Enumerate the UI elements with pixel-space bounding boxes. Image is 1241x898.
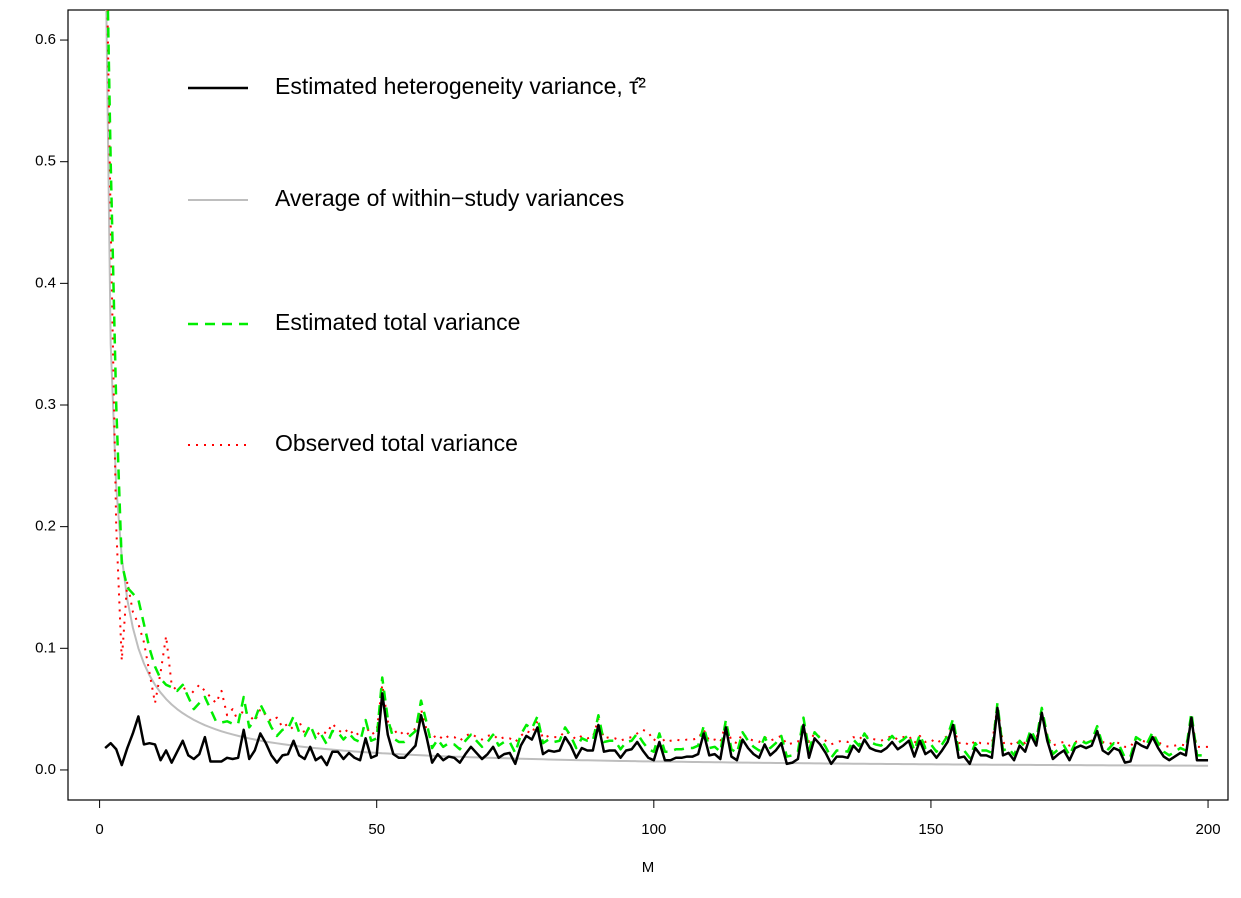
series-line — [105, 10, 1209, 767]
y-tick-label: 0.1 — [35, 639, 56, 656]
x-axis-label: M — [642, 859, 655, 876]
y-tick-label: 0.5 — [35, 153, 56, 170]
x-tick-label: 100 — [641, 821, 666, 838]
y-tick-label: 0.3 — [35, 396, 56, 413]
y-tick-label: 0.2 — [35, 518, 56, 535]
x-tick-label: 0 — [95, 821, 103, 838]
series-line — [106, 10, 1209, 760]
y-tick-label: 0.4 — [35, 274, 56, 291]
plot-frame — [67, 9, 1229, 801]
series-line — [106, 10, 1209, 748]
x-tick-label: 200 — [1196, 821, 1221, 838]
plot-lines — [104, 10, 1209, 767]
x-tick-label: 150 — [918, 821, 943, 838]
legend-label: Average of within−study variances — [275, 185, 624, 211]
legend-label: Estimated heterogeneity variance, τ̂² — [275, 73, 646, 99]
legend-label: Estimated total variance — [275, 309, 520, 335]
y-tick-label: 0.0 — [35, 761, 56, 778]
series-line — [104, 692, 1209, 767]
x-tick-label: 50 — [368, 821, 385, 838]
y-tick-label: 0.6 — [35, 31, 56, 48]
legend-label: Observed total variance — [275, 430, 518, 456]
